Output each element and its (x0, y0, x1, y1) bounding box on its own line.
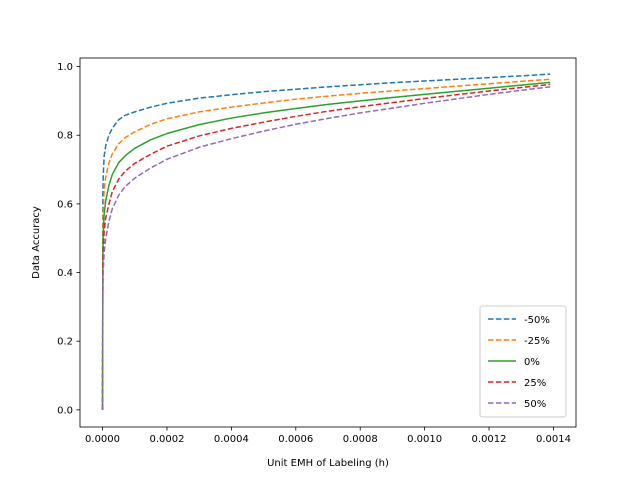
legend-label: 50% (524, 399, 546, 410)
x-tick-label: 0.0010 (407, 434, 442, 445)
x-tick-label: 0.0000 (85, 434, 120, 445)
x-tick-label: 0.0002 (149, 434, 184, 445)
y-axis-label: Data Accuracy (31, 206, 42, 279)
x-tick-label: 0.0012 (472, 434, 507, 445)
legend: -50% -25% 0% 25% 50% (479, 305, 567, 418)
y-tick-label: 0.4 (57, 268, 73, 279)
y-tick-label: 0.8 (57, 131, 73, 142)
x-axis: 0.0000 0.0002 0.0004 0.0006 0.0008 0.0010 0.00… (85, 427, 571, 445)
plot-frame (79, 57, 577, 428)
y-axis: 0.0 0.2 0.4 0.6 0.8 1.0 (57, 62, 80, 416)
legend-label: -25% (524, 336, 550, 347)
series-line-5 (101, 86, 551, 410)
x-tick-label: 0.0008 (343, 434, 378, 445)
series-line-3 (101, 81, 551, 410)
series-line-1 (101, 73, 551, 410)
legend-label: 25% (524, 378, 546, 389)
series-line-4 (101, 83, 551, 410)
legend-label: 0% (524, 357, 540, 368)
y-tick-label: 0.2 (57, 337, 73, 348)
x-tick-label: 0.0014 (536, 434, 571, 445)
legend-label: -50% (524, 315, 550, 326)
y-tick-label: 0.6 (57, 199, 73, 210)
plot-lines (101, 73, 551, 410)
y-tick-label: 1.0 (57, 62, 73, 73)
x-axis-label: Unit EMH of Labeling (h) (267, 458, 389, 469)
x-tick-label: 0.0004 (214, 434, 249, 445)
series-line-2 (101, 78, 551, 410)
x-tick-label: 0.0006 (278, 434, 313, 445)
legend-box (479, 305, 567, 418)
y-tick-label: 0.0 (57, 405, 73, 416)
